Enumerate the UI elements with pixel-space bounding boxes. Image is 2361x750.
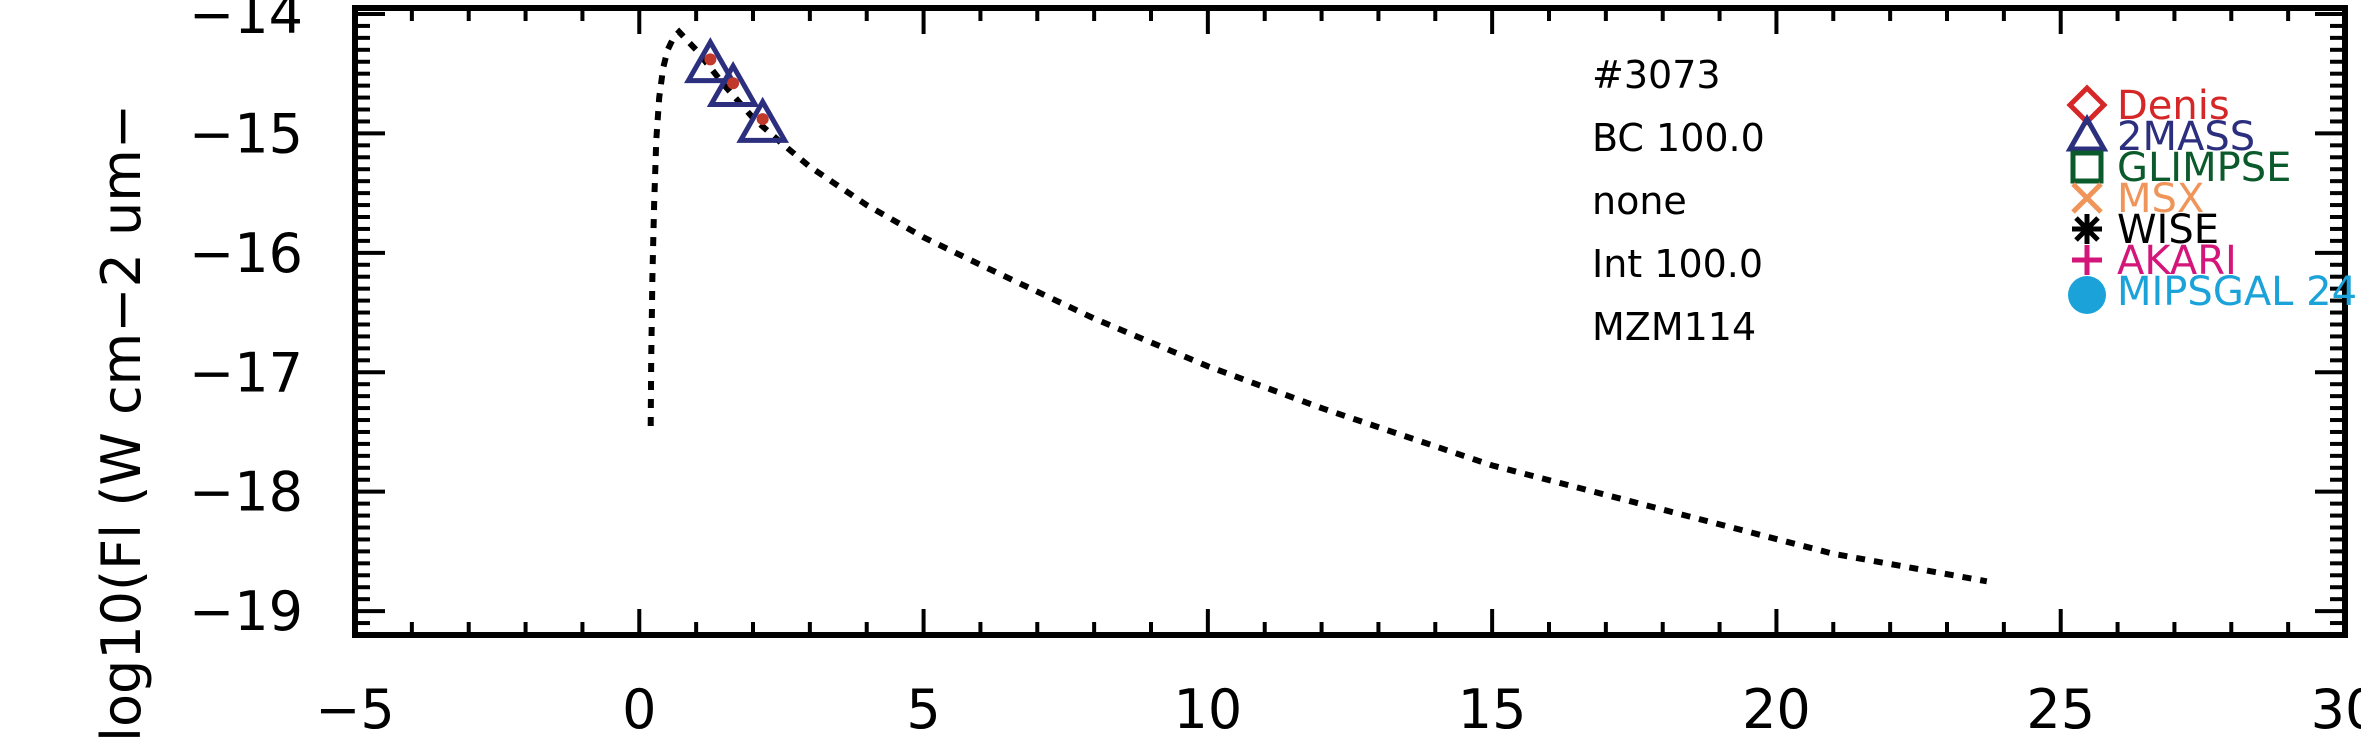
annotation-line: MZM114 (1592, 305, 1756, 349)
y-tick-label: −15 (189, 102, 303, 165)
asterisk-marker-icon (2072, 214, 2102, 244)
x-tick-label: 20 (1742, 678, 1811, 741)
annotation-line: BC 100.0 (1592, 116, 1765, 160)
circle-marker-icon (2068, 276, 2106, 314)
model-sed-curve (647, 27, 1988, 585)
legend-label: Denis (2117, 83, 2230, 129)
x-tick-label: 0 (622, 678, 656, 741)
legend-item: MIPSGAL 24 (2068, 269, 2357, 315)
model-point (756, 113, 769, 126)
x-axis-ticks (353, 8, 2347, 635)
annotation-line: none (1592, 179, 1687, 223)
x-marker-icon (2071, 182, 2103, 214)
x-axis-tick-labels: −5 0 5 10 15 20 25 30 (315, 678, 2361, 741)
legend-item: Denis (2066, 83, 2230, 129)
legend-label: MIPSGAL 24 (2117, 269, 2357, 315)
y-tick-label: −14 (189, 0, 303, 46)
square-marker-icon (2070, 150, 2104, 184)
plot-content (647, 27, 1988, 585)
legend-item: MSX (2071, 176, 2204, 222)
triangle-marker-icon (2065, 113, 2109, 152)
legend-label: WISE (2117, 207, 2219, 253)
y-tick-label: −19 (189, 580, 303, 643)
legend-item: GLIMPSE (2070, 145, 2291, 191)
model-point (704, 53, 717, 66)
y-axis-tick-labels: −19 −18 −17 −16 −15 −14 (189, 0, 303, 643)
legend-label: MSX (2117, 176, 2204, 222)
x-tick-label: 10 (1173, 678, 1242, 741)
legend-item: AKARI (2072, 238, 2237, 284)
data-point-2mass (684, 37, 737, 84)
y-axis-ticks (355, 11, 2345, 637)
x-tick-label: 25 (2026, 678, 2095, 741)
y-tick-label: −18 (189, 461, 303, 524)
legend-item: WISE (2072, 207, 2219, 253)
plot-frame (352, 5, 2348, 638)
x-tick-label: 15 (1458, 678, 1527, 741)
annotation-block: #3073 BC 100.0 none Int 100.0 MZM114 (1592, 53, 1765, 349)
plus-marker-icon (2072, 245, 2102, 275)
model-point (727, 77, 740, 90)
data-point-2mass (736, 96, 789, 143)
legend-item: 2MASS (2065, 113, 2255, 160)
y-tick-label: −17 (189, 341, 303, 404)
y-tick-label: −16 (189, 222, 303, 285)
legend-label: AKARI (2117, 238, 2237, 284)
x-tick-label: 30 (2311, 678, 2361, 741)
annotation-line: #3073 (1592, 53, 1721, 97)
annotation-line: Int 100.0 (1592, 242, 1763, 286)
x-tick-label: −5 (315, 678, 395, 741)
legend-label: 2MASS (2117, 114, 2255, 160)
y-axis-title: log10(Fl (W cm−2 um− (90, 104, 153, 742)
legend-label: GLIMPSE (2117, 145, 2291, 191)
x-tick-label: 5 (906, 678, 940, 741)
data-point-2mass (706, 60, 760, 108)
